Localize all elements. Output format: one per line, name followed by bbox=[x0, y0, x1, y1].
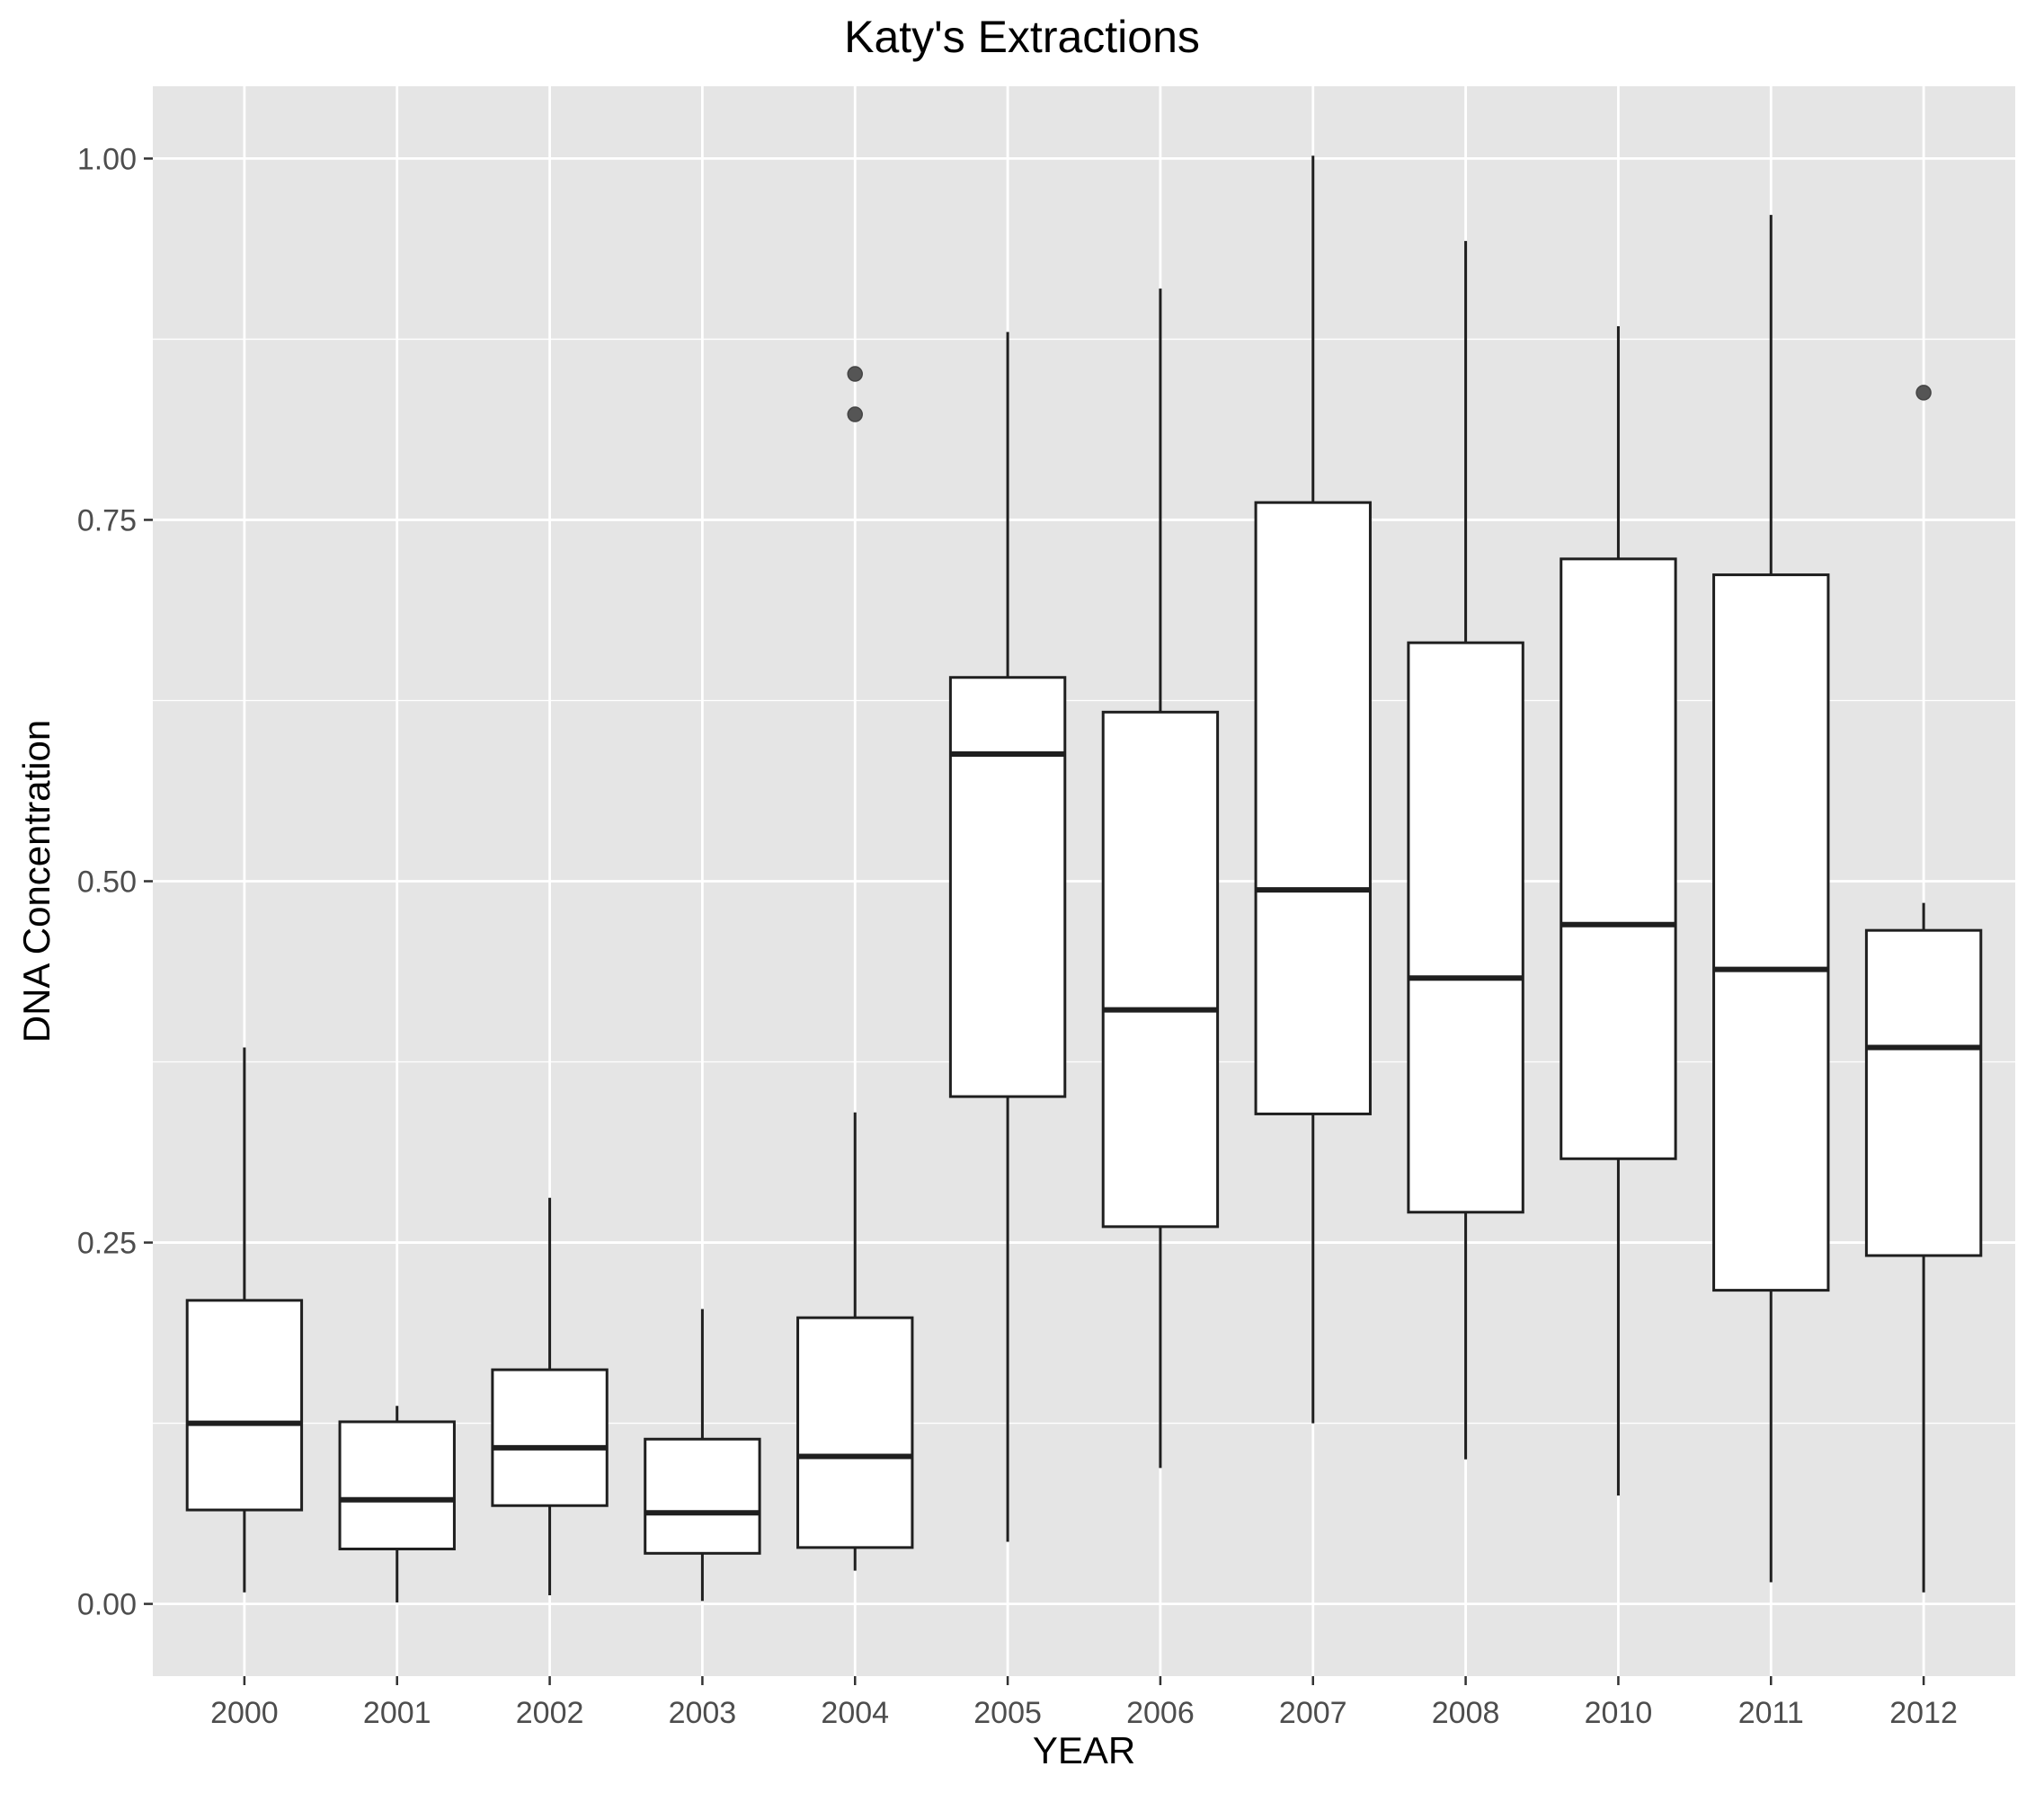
chart-title: Katy's Extractions bbox=[844, 12, 1200, 62]
x-tick-label: 2008 bbox=[1432, 1696, 1500, 1730]
y-tick-label: 0.75 bbox=[77, 503, 137, 537]
box-iqr bbox=[185, 1299, 304, 1512]
outlier-point bbox=[847, 406, 863, 422]
boxes bbox=[185, 155, 1983, 1602]
box-iqr bbox=[338, 1420, 456, 1550]
box-iqr bbox=[644, 1437, 761, 1555]
box-iqr bbox=[1254, 501, 1372, 1115]
y-tick-label: 0.00 bbox=[77, 1588, 137, 1622]
outlier-point bbox=[1915, 385, 1932, 401]
box-iqr bbox=[1101, 710, 1220, 1229]
y-axis-title: DNA Concentration bbox=[15, 720, 58, 1043]
x-axis-title: YEAR bbox=[1033, 1729, 1135, 1771]
box-iqr bbox=[1864, 928, 1983, 1257]
box-iqr bbox=[1712, 573, 1830, 1292]
box-iqr bbox=[796, 1316, 914, 1549]
x-tick-label: 2010 bbox=[1585, 1696, 1653, 1730]
x-tick-label: 2005 bbox=[973, 1696, 1042, 1730]
x-tick-label: 2000 bbox=[210, 1696, 279, 1730]
x-tick-label: 2004 bbox=[821, 1696, 889, 1730]
x-tick-label: 2001 bbox=[363, 1696, 431, 1730]
box-iqr bbox=[491, 1368, 609, 1507]
y-tick-label: 1.00 bbox=[77, 142, 137, 176]
axes: 0.00 0.25 0.50 0.75 1.00 2000 2001 2002 2003 2004… bbox=[77, 142, 1958, 1730]
box-iqr bbox=[948, 676, 1067, 1098]
x-tick-label: 2002 bbox=[516, 1696, 584, 1730]
y-tick-label: 0.25 bbox=[77, 1227, 137, 1261]
x-tick-label: 2003 bbox=[669, 1696, 737, 1730]
y-tick-label: 0.50 bbox=[77, 865, 137, 900]
outlier-point bbox=[847, 366, 863, 382]
x-tick-label: 2007 bbox=[1279, 1696, 1347, 1730]
x-tick-label: 2006 bbox=[1126, 1696, 1195, 1730]
x-tick-label: 2011 bbox=[1738, 1696, 1804, 1730]
x-tick-label: 2012 bbox=[1889, 1696, 1958, 1730]
box-iqr bbox=[1560, 557, 1677, 1160]
box-iqr bbox=[1407, 641, 1524, 1214]
